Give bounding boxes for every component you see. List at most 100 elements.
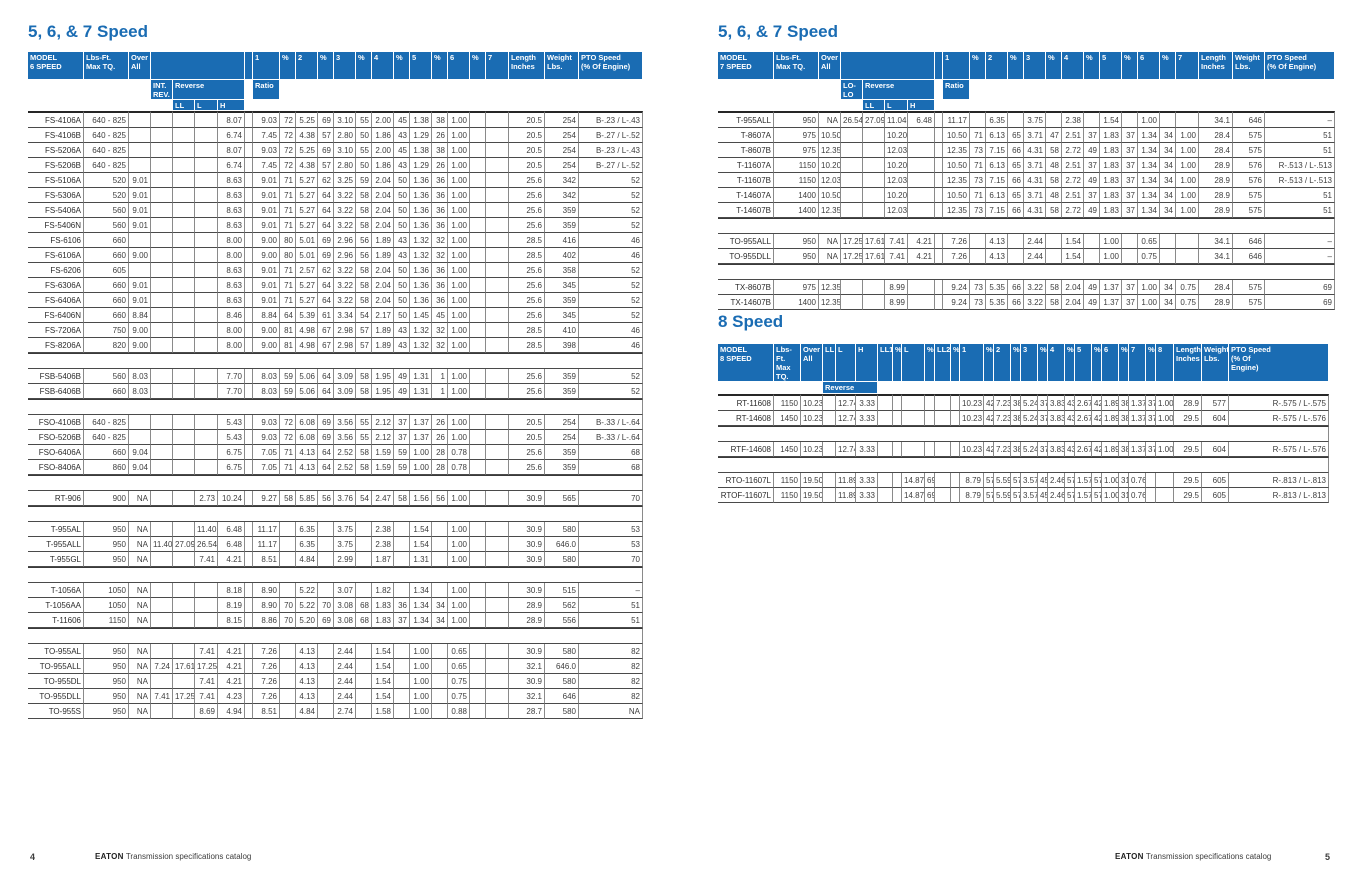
cell-ll <box>823 488 836 503</box>
cell-len: 25.6 <box>509 218 545 233</box>
cell-r: 5.25 <box>296 143 318 158</box>
cell-p <box>470 233 486 248</box>
cell-r: 5.59 <box>994 488 1011 503</box>
cell-r: 1.37 <box>1100 295 1122 310</box>
col-header-blank <box>718 382 823 394</box>
cell-p: 70 <box>280 613 296 628</box>
cell-h: 8.63 <box>218 218 245 233</box>
cell-p: 54 <box>356 308 372 323</box>
cell-r: 5.27 <box>296 218 318 233</box>
cell-p: 42 <box>984 411 994 426</box>
col-header-blank <box>935 100 1335 111</box>
cell-p: 50 <box>356 128 372 143</box>
cell-p <box>1008 234 1024 249</box>
cell-len: 29.5 <box>1174 442 1202 457</box>
cell-ll <box>173 308 195 323</box>
cell-ll2 <box>935 411 951 426</box>
cell-r: 2.72 <box>1062 143 1084 158</box>
cell-model: TO-955ALL <box>28 659 84 674</box>
cell-ll <box>823 394 836 411</box>
cell-h: 5.43 <box>218 430 245 445</box>
cell-p: 34 <box>1160 128 1176 143</box>
cell-p <box>470 583 486 598</box>
table-row: TO-955S 950 NA 8.69 4.94 8.51 4.84 2.74 1.58 1.00… <box>28 704 643 719</box>
cell-r: 3.83 <box>1048 394 1065 411</box>
cell-pto: 69 <box>1265 280 1335 295</box>
cell-p: 37 <box>1038 442 1048 457</box>
cell-p: 49 <box>1084 173 1100 188</box>
cell-gap <box>245 445 253 460</box>
col-header--: % <box>1084 52 1100 80</box>
cell-p: 59 <box>394 460 410 475</box>
cell-r: 4.13 <box>986 249 1008 264</box>
cell-r <box>486 263 509 278</box>
cell-h: 6.48 <box>908 111 935 128</box>
cell-r: 2.44 <box>1024 249 1046 264</box>
col-header--: % <box>1119 344 1129 382</box>
cell-overall <box>129 158 151 173</box>
cell-wt: 515 <box>545 583 579 598</box>
cell-r: 1.29 <box>410 158 432 173</box>
cell-model: FSO-6406A <box>28 445 84 460</box>
col-header--: % <box>432 52 448 80</box>
cell-gap <box>935 158 943 173</box>
cell-tq: 560 <box>84 369 129 384</box>
col-header-pto-speed-of-engine-: PTO Speed (% Of Engine) <box>1229 344 1329 382</box>
cell-intrev <box>151 248 173 263</box>
cell-r <box>486 143 509 158</box>
cell-len: 30.9 <box>509 674 545 689</box>
table-row: FS-4106A 640 - 825 8.07 9.03 72 5.25 69 3.10 55 2… <box>28 111 643 128</box>
cell-r: 6.35 <box>986 111 1008 128</box>
cell-p <box>1146 488 1156 503</box>
cell-r: 1.00 <box>448 188 470 203</box>
cell-h: 8.00 <box>218 338 245 353</box>
cell-p <box>394 644 410 659</box>
cell-tq: 640 - 825 <box>84 143 129 158</box>
cell-tq: 640 - 825 <box>84 430 129 445</box>
cell-r: 1.37 <box>1129 442 1146 457</box>
cell-tq: 1450 <box>774 411 801 426</box>
cell-p: 1 <box>432 369 448 384</box>
cell-model: T-11606 <box>28 613 84 628</box>
cell-h: 7.70 <box>218 384 245 399</box>
cell-pto: 51 <box>1265 203 1335 218</box>
cell-p: 65 <box>1008 128 1024 143</box>
cell-intrev <box>151 674 173 689</box>
cell-overall: 19.50 <box>801 488 823 503</box>
cell-p <box>1122 249 1138 264</box>
cell-r <box>1176 234 1199 249</box>
cell-r: 1.00 <box>448 203 470 218</box>
cell-p: 69 <box>318 248 334 263</box>
cell-ll <box>173 143 195 158</box>
cell-p: 32 <box>432 248 448 263</box>
cell-p: 80 <box>280 248 296 263</box>
cell-r: 2.51 <box>1062 158 1084 173</box>
cell-p <box>280 522 296 537</box>
cell-p: 26 <box>432 128 448 143</box>
cell-p: 64 <box>318 188 334 203</box>
table-row: FS-6406A 660 9.01 8.63 9.01 71 5.27 64 3.22 58 2.0… <box>28 293 643 308</box>
cell-r <box>486 158 509 173</box>
cell-tq: 950 <box>84 522 129 537</box>
cell-p: 38 <box>432 143 448 158</box>
table-row: TO-955ALL 950 NA 7.24 17.61 17.25 4.21 7.26 4.13… <box>28 659 643 674</box>
cell-r: 1.54 <box>372 644 394 659</box>
cell-pto: 51 <box>1265 188 1335 203</box>
cell-tq: 975 <box>774 280 819 295</box>
cell-len: 20.5 <box>509 430 545 445</box>
cell-model: TO-955DLL <box>28 689 84 704</box>
cell-pto: – <box>1265 234 1335 249</box>
col-header--: % <box>1008 52 1024 80</box>
footer-text: Transmission specifications catalog <box>1143 852 1272 861</box>
table-row: FSO-4106B 640 - 825 5.43 9.03 72 6.08 69 3.56 55… <box>28 415 643 430</box>
cell-p: 38 <box>1011 411 1021 426</box>
col-header-reverse: Reverse <box>173 80 245 100</box>
cell-h: 8.00 <box>218 233 245 248</box>
footer-text: Transmission specifications catalog <box>123 852 252 861</box>
cell-p: 57 <box>1092 473 1102 488</box>
cell-ll <box>173 128 195 143</box>
cell-p: 34 <box>1160 203 1176 218</box>
cell-r: 1.32 <box>410 338 432 353</box>
cell-r: 1.00 <box>448 278 470 293</box>
cell-wt: 345 <box>545 308 579 323</box>
